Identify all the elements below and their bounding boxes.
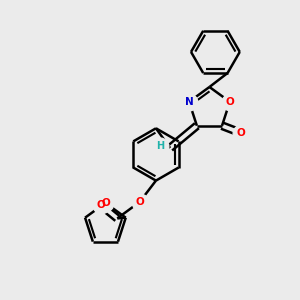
Text: H: H	[156, 141, 164, 151]
Text: O: O	[135, 197, 144, 207]
Text: O: O	[101, 198, 110, 208]
Text: O: O	[237, 128, 246, 138]
Text: N: N	[185, 97, 194, 107]
Text: O: O	[97, 200, 105, 210]
Text: O: O	[225, 97, 234, 107]
